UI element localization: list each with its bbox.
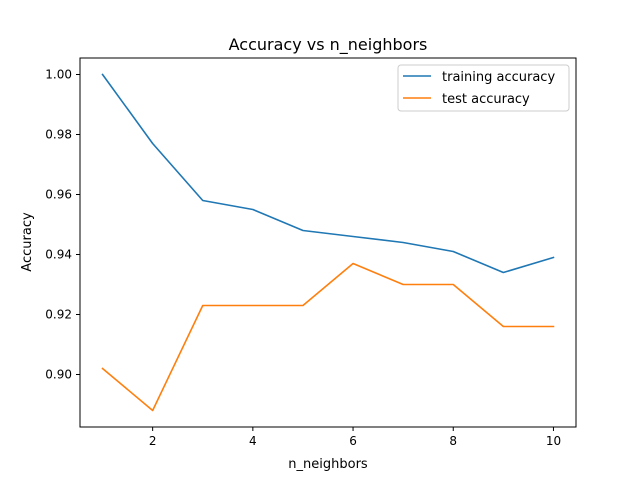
y-tick-label: 0.92 [45,308,72,322]
series-layer [101,73,555,412]
x-tick-label: 6 [349,434,357,448]
legend-box [397,64,570,112]
y-axis-ticks: 0.90 0.92 0.94 0.96 0.98 1.00 [45,68,80,382]
plot-frame [79,57,577,428]
y-tick-label: 0.98 [45,128,72,142]
x-axis-label: n_neighbors [288,457,368,472]
y-tick-label: 0.94 [45,248,72,262]
y-tick-label: 0.90 [45,368,72,382]
legend-label: training accuracy [442,70,555,85]
x-axis-ticks: 2 4 6 8 10 [149,427,561,448]
y-tick-label: 0.96 [45,188,72,202]
x-tick-label: 4 [249,434,257,448]
x-tick-label: 10 [546,434,561,448]
series-line-training-accuracy [101,73,555,274]
plot-area [79,57,577,428]
y-tick-label: 1.00 [45,68,72,82]
chart-title: Accuracy vs n_neighbors [229,35,428,55]
legend: training accuracy test accuracy [397,64,570,112]
series-line-test-accuracy [101,262,555,412]
x-tick-label: 2 [149,434,157,448]
plot-background [80,58,576,427]
y-axis-label: Accuracy [20,212,35,272]
legend-label: test accuracy [442,92,530,107]
x-tick-label: 8 [449,434,457,448]
